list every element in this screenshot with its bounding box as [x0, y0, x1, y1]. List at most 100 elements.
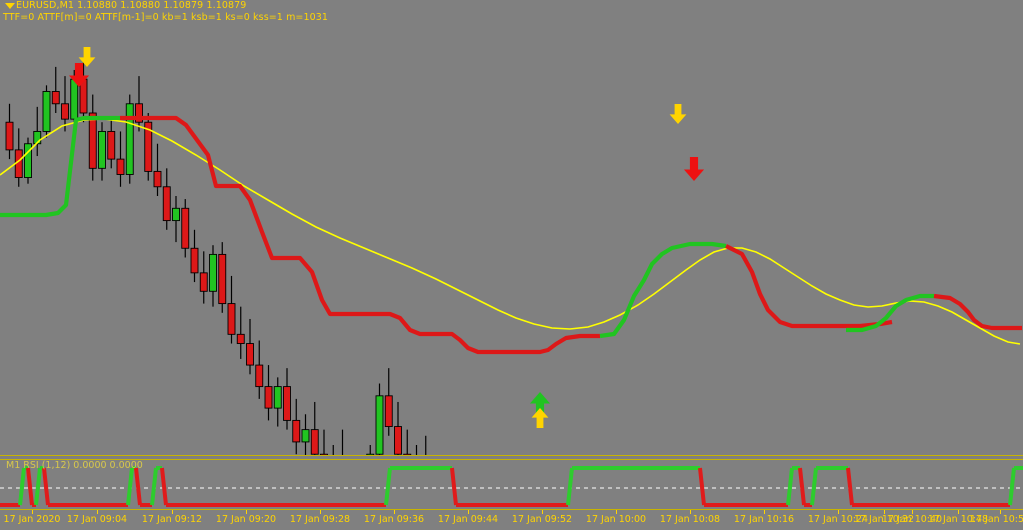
arrow-down-icon: [68, 63, 90, 87]
candle-bullish: [273, 386, 282, 409]
candle-bearish: [403, 453, 412, 455]
oscillator-fall: [134, 467, 142, 506]
candle-bearish: [264, 386, 273, 409]
time-axis-label: 17 Jan 10:32: [853, 514, 915, 525]
candle-bullish: [301, 429, 310, 443]
arrow-down-icon: [683, 157, 705, 181]
oscillator-rise: [810, 467, 818, 506]
candle-bearish: [144, 121, 153, 172]
time-axis-label: 17 Jan 10:40: [881, 514, 943, 525]
candle-bearish: [199, 272, 208, 292]
candle-bearish: [135, 103, 143, 123]
candle-bearish: [384, 395, 393, 428]
oscillator-fall: [42, 467, 50, 506]
candle-bullish: [24, 143, 32, 179]
oscillator-rise: [126, 467, 134, 506]
oscillator-rise: [384, 467, 392, 506]
time-axis-tick: [912, 510, 913, 514]
candle-bullish: [70, 78, 79, 120]
candle-bearish: [255, 364, 264, 388]
time-axis-label: 17 Jan 09:12: [141, 514, 203, 525]
arrow-up-icon: [531, 408, 549, 428]
indicator-pane[interactable]: M1 RSI (1,12) 0.0000 0.0000: [0, 455, 1023, 510]
oscillator-fall: [450, 467, 458, 506]
price-chart-pane[interactable]: [0, 0, 1023, 455]
trend-line-up: [599, 241, 727, 339]
time-axis-label: 17 Jan 2020: [3, 514, 61, 525]
oscillator-rise: [566, 467, 574, 506]
candle-bullish: [366, 453, 375, 455]
candle-bearish: [246, 343, 254, 366]
trend-line-up: [846, 293, 934, 333]
candle-bearish: [181, 207, 190, 249]
candle-bearish: [320, 453, 328, 455]
trend-line-down: [725, 244, 893, 329]
candle-bullish: [98, 130, 106, 169]
time-axis-tick: [838, 510, 839, 514]
oscillator-fall: [26, 467, 34, 506]
arrow-down-icon: [78, 47, 96, 67]
time-axis-tick: [320, 510, 321, 514]
trend-line-up: [0, 115, 120, 218]
time-axis-label: 17 Jan 09:44: [437, 514, 499, 525]
arrow-up-icon: [529, 392, 551, 416]
time-axis-label: 17 Jan 09:52: [511, 514, 573, 525]
time-axis-label: 17 Jan 09:04: [66, 514, 128, 525]
candle-bearish: [190, 247, 199, 274]
candle-bearish: [162, 186, 171, 222]
time-axis: 17 Jan 2020 17 Jan 09:04 17 Jan 09:12 17 Ja…: [0, 510, 1023, 530]
time-axis-tick: [690, 510, 691, 514]
moving-average-line: [0, 118, 1021, 345]
candle-bearish: [310, 429, 319, 455]
time-axis-tick: [884, 510, 885, 514]
price-chart-svg: [0, 47, 1022, 455]
oscillator-fall: [160, 467, 168, 506]
oscillator-rise: [150, 467, 158, 506]
time-axis-tick: [468, 510, 469, 514]
time-axis-label: 17 Jan 09:28: [289, 514, 351, 525]
candle-bullish: [375, 395, 384, 455]
candle-bearish: [107, 130, 116, 160]
indicator-svg: [0, 455, 1023, 510]
oscillator-rise: [18, 467, 26, 506]
time-axis-label: 17 Jan 09:20: [215, 514, 277, 525]
candle-bearish: [283, 386, 291, 421]
time-axis-tick: [1000, 510, 1001, 514]
oscillator-fall: [846, 467, 854, 506]
time-axis-label: 17 Jan 10:00: [585, 514, 647, 525]
candle-bearish: [394, 426, 402, 455]
candle-bearish: [61, 103, 69, 120]
time-axis-label: 17 Jan 10:16: [733, 514, 795, 525]
oscillator-rise: [34, 467, 42, 506]
oscillator-rise: [786, 467, 794, 506]
candle-bearish: [88, 112, 97, 169]
time-axis-tick: [542, 510, 543, 514]
time-axis-label: 17 Jan 10:08: [659, 514, 721, 525]
trend-line-down: [120, 115, 600, 355]
time-axis-tick: [764, 510, 765, 514]
candle-bullish: [125, 103, 134, 175]
candle-series: [5, 60, 427, 455]
candle-bearish: [51, 91, 60, 105]
candle-bullish: [42, 91, 51, 132]
time-axis-tick: [394, 510, 395, 514]
time-axis-tick: [958, 510, 959, 514]
candle-bearish: [227, 303, 236, 335]
candle-bearish: [292, 419, 301, 443]
candle-bullish: [209, 253, 217, 292]
time-axis-label: 17 Jan 10:56: [969, 514, 1023, 525]
oscillator-rise: [1008, 467, 1016, 506]
candle-bearish: [5, 121, 14, 151]
time-axis-tick: [172, 510, 173, 514]
time-axis-tick: [32, 510, 33, 514]
oscillator-fall: [698, 467, 706, 506]
oscillator-fall: [798, 467, 806, 506]
candle-bearish: [236, 333, 245, 345]
trend-line-down: [933, 293, 1022, 331]
time-axis-label: 17 Jan 10:24: [807, 514, 869, 525]
candle-bearish: [153, 170, 162, 188]
candle-bullish: [172, 207, 180, 222]
time-axis-tick: [246, 510, 247, 514]
time-axis-label: 17 Jan 10:48: [927, 514, 989, 525]
